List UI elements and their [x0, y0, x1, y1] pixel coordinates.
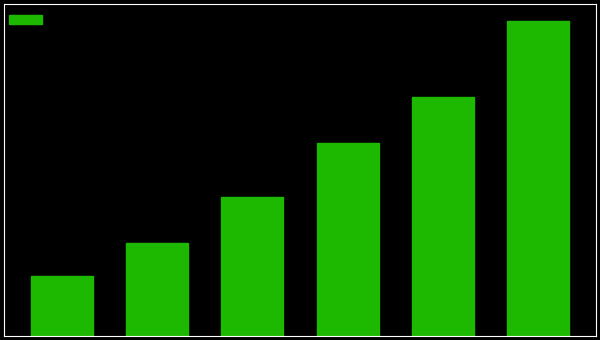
Bar — [126, 243, 188, 336]
Bar — [412, 97, 474, 336]
Bar — [31, 276, 93, 336]
Bar — [221, 197, 283, 336]
Bar — [317, 143, 379, 336]
Bar — [507, 21, 569, 336]
